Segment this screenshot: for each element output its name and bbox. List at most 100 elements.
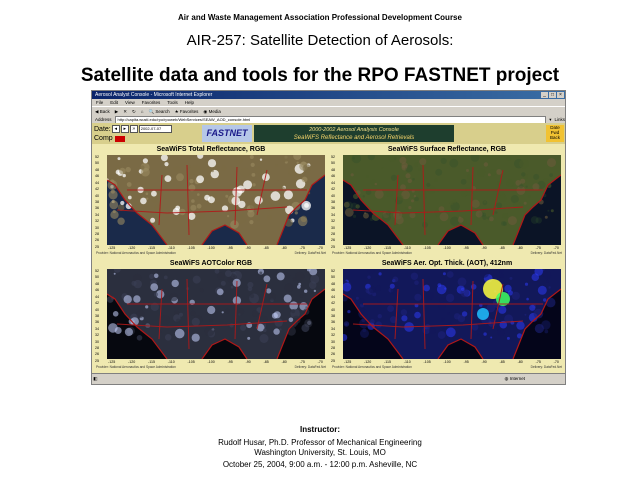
y-axis-labels: 52 50 48 46 44 42 40 38 36 34 32 30 28 26 25 — [95, 155, 105, 249]
window-title: Aerosol Analyst Console - Microsoft Inte… — [95, 92, 213, 98]
x-tick: -115 — [148, 246, 155, 250]
instructor-label: Instructor: — [300, 425, 340, 434]
x-tick: -95 — [463, 360, 469, 364]
x-tick: -85 — [263, 360, 269, 364]
favorites-label: Favorites — [179, 109, 199, 114]
panel-surface-reflectance: SeaWiFS Surface Reflectance, RGB 52 50 48 46… — [330, 145, 564, 258]
y-tick: 38 — [331, 199, 335, 204]
x-tick: -120 — [128, 246, 136, 250]
y-tick: 26 — [95, 238, 99, 243]
y-axis-labels: 52 50 48 46 44 42 40 38 36 34 32 30 28 26 25 — [95, 269, 105, 363]
home-icon[interactable]: ⌂ — [140, 109, 144, 114]
x-axis-labels: -125 -120 -115 -110 -105 -100 -95 -90 -85 -80 -75 -… — [108, 246, 323, 250]
x-tick: -110 — [403, 246, 411, 250]
course-title: AIR-257: Satellite Detection of Aerosols… — [186, 32, 454, 49]
comp-color-swatch[interactable] — [114, 135, 125, 142]
step-date-icon[interactable]: » — [129, 125, 138, 133]
y-tick: 50 — [331, 161, 335, 166]
media-label: Media — [208, 109, 221, 114]
satellite-map-image[interactable] — [343, 155, 561, 245]
date-nav-box[interactable]: Date Fwd Back — [546, 125, 564, 142]
y-tick: 42 — [331, 187, 335, 192]
refresh-icon[interactable]: ↻ — [131, 109, 136, 114]
x-tick: -75 — [535, 360, 541, 364]
panel-total-reflectance: SeaWiFS Total Reflectance, RGB 52 50 48 46 44… — [94, 145, 328, 258]
x-tick: -75 — [535, 246, 541, 250]
organization-header: Air and Waste Management Association Pro… — [178, 13, 462, 22]
x-tick: -125 — [344, 360, 352, 364]
y-tick: 25 — [95, 244, 99, 249]
menu-file[interactable]: File — [96, 100, 104, 105]
y-tick: 28 — [331, 232, 335, 237]
search-button[interactable]: 🔍 Search — [148, 109, 170, 114]
y-tick: 34 — [95, 212, 99, 217]
x-tick: -125 — [344, 246, 352, 250]
prev-date-icon[interactable]: ◂ — [111, 125, 120, 133]
banner-line-1: 2000-2002 Aerosol Analysis Console — [309, 127, 399, 133]
address-label: Address — [95, 117, 112, 122]
y-tick: 44 — [331, 180, 335, 185]
forward-icon[interactable]: ▶ — [114, 109, 119, 114]
y-tick: 32 — [331, 333, 335, 338]
window-titlebar: Aerosol Analyst Console - Microsoft Inte… — [92, 91, 565, 99]
y-tick: 50 — [331, 275, 335, 280]
y-tick: 26 — [95, 352, 99, 357]
stop-icon[interactable]: ✕ — [123, 109, 127, 114]
y-tick: 44 — [331, 294, 335, 299]
x-axis-labels: -125 -120 -115 -110 -105 -100 -95 -90 -85 -80 -75 -… — [108, 360, 323, 364]
y-tick: 28 — [95, 346, 99, 351]
x-tick: -90 — [245, 360, 251, 364]
y-tick: 48 — [331, 167, 335, 172]
menu-help[interactable]: Help — [184, 100, 195, 105]
delivery-credit: Delivery: DataFed.Net — [530, 365, 562, 369]
y-tick: 52 — [95, 155, 99, 159]
y-tick: 30 — [95, 225, 99, 230]
menu-view[interactable]: View — [125, 100, 135, 105]
maximize-icon[interactable]: □ — [549, 92, 556, 98]
menu-tools[interactable]: Tools — [167, 100, 178, 105]
y-tick: 42 — [95, 301, 99, 306]
y-tick: 52 — [331, 269, 335, 273]
satellite-map-image[interactable] — [107, 155, 325, 245]
y-tick: 32 — [95, 219, 99, 224]
y-tick: 34 — [95, 326, 99, 331]
date-label: Date: — [94, 125, 111, 133]
satellite-map-image[interactable] — [343, 269, 561, 359]
x-tick: -70 — [553, 246, 559, 250]
y-tick: 44 — [95, 294, 99, 299]
minimize-icon[interactable]: _ — [541, 92, 548, 98]
y-tick: 25 — [331, 358, 335, 363]
links-label[interactable]: Links — [554, 117, 565, 122]
x-tick: -120 — [364, 360, 372, 364]
y-tick: 40 — [95, 193, 99, 198]
x-axis-labels: -125 -120 -115 -110 -105 -100 -95 -90 -85 -80 -75 -… — [344, 246, 559, 250]
date-nav-back: Back — [549, 135, 560, 140]
y-axis-labels: 52 50 48 46 44 42 40 38 36 34 32 30 28 26 25 — [331, 269, 341, 363]
panel-credits: Provider: National Aeronautics and Space… — [96, 365, 326, 369]
close-icon[interactable]: × — [557, 92, 564, 98]
ie-page-icon: ◧ — [92, 376, 98, 381]
next-date-icon[interactable]: ▸ — [120, 125, 129, 133]
y-tick: 36 — [95, 320, 99, 325]
window-controls: _ □ × — [541, 92, 564, 98]
back-button[interactable]: ◀ Back — [95, 109, 110, 114]
menu-favorites[interactable]: Favorites — [141, 100, 161, 105]
course-date: October 25, 2004, 9:00 a.m. - 12:00 p.m.… — [222, 460, 418, 469]
y-tick: 32 — [95, 333, 99, 338]
favorites-button[interactable]: ★ Favorites — [174, 109, 199, 114]
x-tick: -115 — [384, 246, 391, 250]
y-tick: 30 — [331, 339, 335, 344]
x-tick: -95 — [227, 360, 233, 364]
back-label: Back — [99, 109, 110, 114]
delivery-credit: Delivery: DataFed.Net — [530, 251, 562, 255]
y-tick: 25 — [95, 358, 99, 363]
media-button[interactable]: ◉ Media — [203, 109, 221, 114]
go-icon[interactable]: ▾ — [549, 117, 552, 122]
date-input[interactable]: 2002-07-07 — [138, 125, 172, 133]
menu-edit[interactable]: Edit — [110, 100, 119, 105]
panel-credits: Provider: National Aeronautics and Space… — [96, 251, 326, 255]
y-tick: 36 — [331, 320, 335, 325]
y-tick: 46 — [95, 174, 99, 179]
satellite-map-image[interactable] — [107, 269, 325, 359]
instructor-name: Rudolf Husar, Ph.D. Professor of Mechani… — [218, 438, 422, 447]
